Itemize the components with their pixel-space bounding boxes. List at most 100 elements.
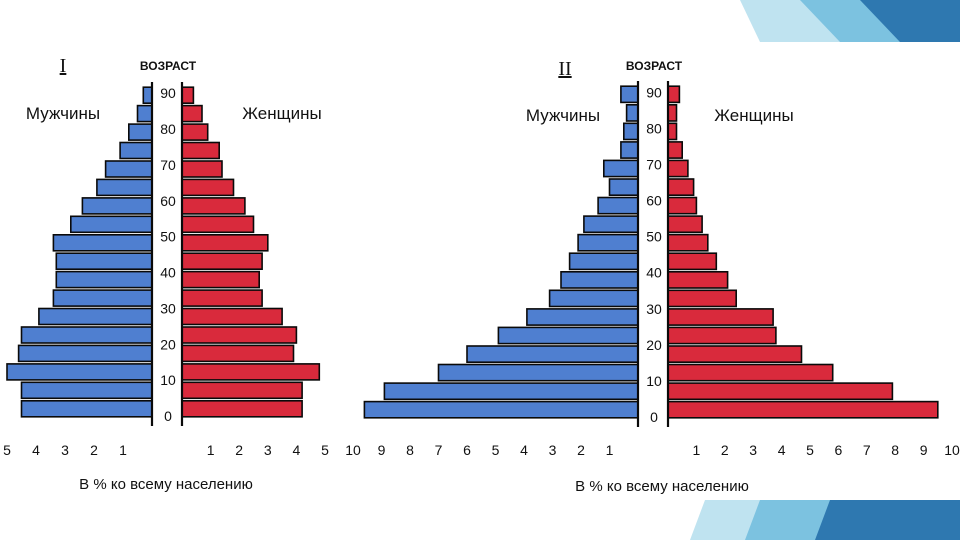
male-x-tick-7: 7	[435, 442, 443, 458]
female-bar-5	[667, 308, 774, 326]
female-bar-7	[181, 270, 260, 289]
female-x-tick-5: 5	[321, 442, 329, 458]
female-bar-10	[667, 215, 703, 234]
female-bar-1	[181, 381, 303, 400]
male-bar-3	[466, 345, 639, 364]
female-bar-5	[181, 307, 283, 326]
female-bar-10	[181, 215, 255, 234]
male-x-tick-9: 9	[378, 442, 386, 458]
male-bar-1	[20, 381, 153, 400]
female-x-tick-2: 2	[721, 442, 729, 458]
female-x-tick-9: 9	[920, 442, 928, 458]
age-tick-label-90: 90	[160, 85, 176, 101]
female-bar-13	[667, 159, 689, 178]
male-x-tick-4: 4	[32, 442, 40, 458]
male-bar-15	[622, 122, 639, 141]
male-bar-4	[497, 326, 639, 345]
female-bar-2	[667, 363, 834, 382]
female-x-tick-1: 1	[207, 442, 215, 458]
male-bar-16	[625, 104, 639, 122]
age-tick-label-60: 60	[646, 193, 662, 209]
male-bar-3	[17, 344, 153, 363]
female-bar-4	[181, 326, 298, 344]
pyramid-1-age-axis-label: ВОЗРАСТ	[140, 59, 197, 73]
male-bar-14	[620, 141, 639, 159]
female-bar-3	[181, 344, 295, 363]
pyramid-2-age-axis-label: ВОЗРАСТ	[626, 59, 683, 73]
female-bar-12	[181, 178, 235, 197]
male-x-tick-1: 1	[606, 442, 614, 458]
male-bar-13	[602, 159, 639, 178]
male-bar-6	[548, 289, 639, 308]
pyramid-1: I ВОЗРАСТ Мужчины Женщины В % ко всему н…	[3, 55, 329, 493]
male-x-tick-1: 1	[119, 442, 127, 458]
female-bar-13	[181, 160, 223, 178]
male-bar-17	[620, 85, 639, 104]
female-bar-11	[667, 196, 698, 215]
male-bar-6	[52, 289, 153, 307]
female-bar-8	[181, 252, 263, 270]
age-tick-label-0: 0	[650, 409, 658, 425]
female-bar-14	[181, 141, 221, 160]
female-bar-9	[181, 234, 269, 252]
male-x-tick-2: 2	[577, 442, 585, 458]
pyramid-2-female-label: Женщины	[714, 106, 793, 125]
female-bar-17	[667, 85, 681, 104]
top-right-dark-shape	[860, 0, 960, 42]
male-bar-2	[6, 363, 153, 381]
male-x-tick-8: 8	[406, 442, 414, 458]
male-x-tick-4: 4	[520, 442, 528, 458]
male-bar-15	[128, 123, 153, 141]
male-x-tick-5: 5	[492, 442, 500, 458]
female-bar-4	[667, 326, 777, 345]
pyramid-2-male-label: Мужчины	[526, 106, 600, 125]
female-x-tick-1: 1	[693, 442, 701, 458]
pyramid-1-x-axis-label: В % ко всему населению	[79, 476, 253, 493]
male-bar-0	[20, 399, 153, 418]
male-bar-0	[363, 400, 639, 419]
female-x-tick-10: 10	[944, 442, 960, 458]
male-bar-8	[568, 252, 639, 271]
female-bar-14	[667, 141, 683, 159]
male-x-tick-6: 6	[463, 442, 471, 458]
male-bar-10	[583, 215, 639, 234]
pyramid-1-female-label: Женщины	[242, 104, 321, 123]
age-tick-label-20: 20	[160, 336, 176, 352]
age-tick-label-50: 50	[160, 229, 176, 245]
pyramid-2-x-axis-label: В % ко всему населению	[575, 478, 749, 495]
age-tick-label-10: 10	[160, 372, 176, 388]
female-bar-11	[181, 197, 246, 215]
male-bar-11	[597, 196, 639, 215]
female-bar-2	[181, 363, 321, 381]
female-bar-9	[667, 233, 709, 252]
female-bar-17	[181, 86, 195, 104]
male-x-tick-3: 3	[61, 442, 69, 458]
male-x-tick-5: 5	[3, 442, 11, 458]
male-bar-17	[142, 86, 153, 104]
male-bar-10	[70, 215, 153, 234]
female-bar-8	[667, 252, 718, 271]
female-bar-6	[667, 289, 737, 308]
female-x-tick-3: 3	[264, 442, 272, 458]
age-tick-label-90: 90	[646, 84, 662, 100]
age-tick-label-80: 80	[646, 120, 662, 136]
female-bar-0	[667, 400, 939, 419]
pyramid-2-title: II	[558, 58, 571, 80]
male-bar-13	[104, 160, 153, 178]
male-bar-1	[383, 382, 639, 401]
male-bar-7	[560, 270, 639, 289]
male-bar-14	[119, 141, 153, 160]
age-tick-label-30: 30	[160, 300, 176, 316]
pyramid-1-title: I	[60, 55, 67, 77]
age-tick-label-80: 80	[160, 121, 176, 137]
female-bar-6	[181, 289, 263, 307]
female-bar-3	[667, 345, 803, 364]
female-bar-15	[667, 122, 678, 141]
age-tick-label-0: 0	[164, 408, 172, 424]
age-tick-label-70: 70	[646, 156, 662, 172]
female-bar-16	[667, 104, 678, 122]
age-tick-label-10: 10	[646, 373, 662, 389]
female-x-tick-2: 2	[235, 442, 243, 458]
